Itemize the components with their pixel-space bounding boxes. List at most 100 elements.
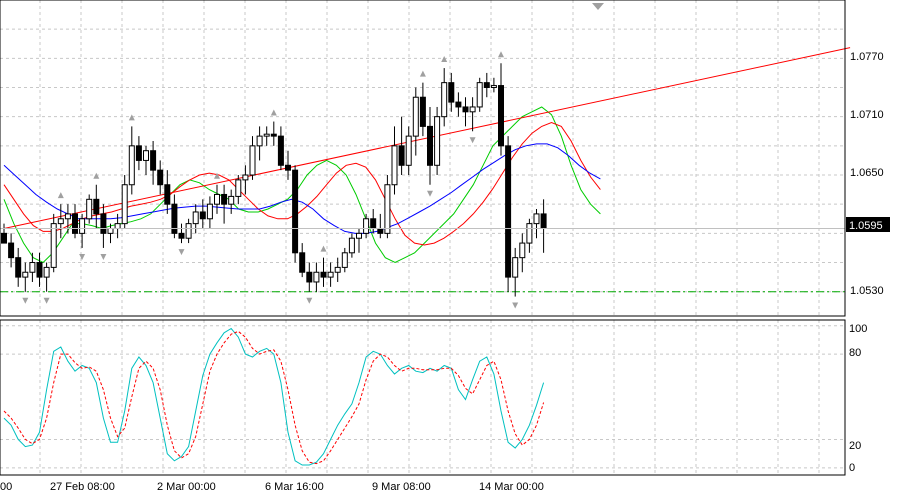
candle (540, 199, 547, 253)
candle-body (483, 82, 490, 89)
candle-body (135, 145, 142, 161)
candle (29, 252, 36, 282)
candle-body (419, 96, 426, 127)
candle (419, 82, 426, 137)
candle (405, 126, 412, 176)
candle-body (43, 266, 50, 278)
candle-body (370, 218, 377, 229)
candle (143, 145, 149, 176)
candle (178, 223, 185, 244)
candle (441, 68, 448, 127)
time-axis-label: 27 Feb 08:00 (50, 481, 115, 493)
fractal-up-icon (270, 109, 277, 116)
candle-body (50, 223, 57, 268)
candle (256, 126, 263, 161)
candle (199, 199, 206, 229)
candle-body (505, 145, 512, 278)
candle-body (100, 213, 107, 234)
candle (363, 213, 370, 239)
candle-body (476, 82, 483, 108)
candles (1, 63, 547, 297)
fractal-down-icon (22, 297, 29, 304)
candle-body (299, 252, 306, 273)
time-axis-label: 2 Mar 00:00 (157, 481, 216, 493)
fractal-down-icon (100, 253, 107, 260)
indicator-tick-label: 100 (849, 323, 867, 335)
current-price-label: 1.0595 (849, 220, 883, 232)
candle (43, 262, 50, 292)
fractal-down-icon (43, 297, 50, 304)
candle (490, 77, 497, 93)
candle (150, 140, 157, 185)
candle (384, 175, 391, 239)
candle (263, 126, 270, 146)
candle (72, 204, 78, 239)
candle-body (143, 150, 149, 161)
candle (462, 97, 469, 127)
candle (285, 150, 291, 180)
candle (22, 262, 29, 292)
candle (135, 136, 142, 171)
candle (242, 165, 249, 195)
candle-body (512, 257, 519, 278)
candle-body (178, 232, 185, 239)
candle (320, 257, 327, 287)
candle (128, 126, 135, 195)
candle-body (412, 96, 419, 137)
candle-body (348, 237, 355, 254)
fractal-down-icon (469, 137, 476, 144)
candle-body (277, 135, 284, 166)
candle (313, 262, 320, 292)
candle (100, 204, 107, 248)
candle (348, 233, 355, 258)
stochastic-lines (3, 327, 545, 466)
candle (8, 233, 15, 268)
indicator-panel-frame (0, 319, 846, 476)
candle (398, 116, 405, 176)
candle (79, 213, 86, 248)
candle-body (93, 198, 100, 215)
candle (391, 126, 398, 195)
candle (221, 184, 228, 224)
candle-body (199, 211, 206, 220)
candle (526, 218, 533, 253)
candle (292, 165, 299, 263)
candle-body (490, 85, 497, 89)
candle (249, 136, 256, 180)
candle (185, 218, 192, 244)
candle-body (79, 218, 86, 234)
candle (356, 228, 362, 253)
candle-body (519, 242, 526, 259)
candle-body (306, 271, 313, 283)
candle (505, 136, 512, 292)
candle-body (114, 223, 121, 229)
candle-body (36, 262, 43, 278)
candle (93, 184, 100, 229)
candle-body (384, 184, 391, 234)
candle-body (391, 145, 398, 186)
candle (455, 92, 462, 117)
candle (121, 175, 128, 229)
candle-body (107, 227, 114, 234)
candle (36, 252, 43, 287)
fractal-up-icon (128, 114, 135, 121)
candle-body (128, 145, 135, 186)
time-axis-label: 9 Mar 08:00 (372, 481, 431, 493)
candle-body (214, 193, 220, 205)
candle (57, 204, 64, 239)
candle-body (171, 203, 178, 234)
candle (206, 196, 213, 229)
candle (483, 72, 490, 98)
fractal-up-icon (214, 172, 220, 179)
candle-body (192, 211, 199, 225)
candle-body (377, 227, 384, 234)
candle (270, 121, 277, 146)
candle (412, 87, 419, 156)
candle (334, 257, 341, 282)
candle-body (228, 195, 235, 205)
shift-triangle-icon[interactable] (592, 3, 604, 10)
candle (86, 194, 93, 224)
candle-body (540, 213, 547, 229)
fractal-up-icon (57, 192, 64, 199)
